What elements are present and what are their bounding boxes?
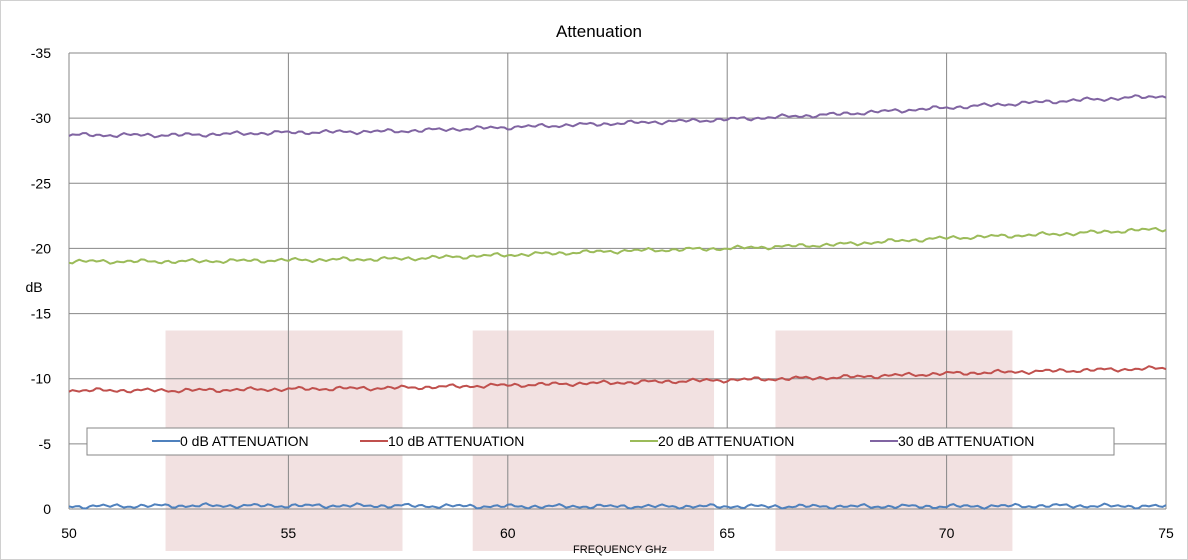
x-tick-label-2: 60 xyxy=(500,525,516,541)
chart-title: Attenuation xyxy=(556,22,642,41)
y-tick-label-0: 0 xyxy=(43,501,51,517)
legend-box xyxy=(86,427,1115,456)
x-tick-label-0: 50 xyxy=(61,525,77,541)
grid xyxy=(68,52,1167,510)
x-tick-label-4: 70 xyxy=(939,525,955,541)
legend-label-30db: 30 dB ATTENUATION xyxy=(898,433,1034,449)
legend: 0 dB ATTENUATION 10 dB ATTENUATION 20 dB A… xyxy=(86,427,1115,456)
series-line-30db xyxy=(68,94,1167,139)
legend-label-0db: 0 dB ATTENUATION xyxy=(180,433,309,449)
y-tick-label-5: -25 xyxy=(31,175,51,191)
y-axis-label: dB xyxy=(25,279,42,295)
series-line-10db xyxy=(68,365,1167,394)
y-tick-label-4: -20 xyxy=(31,240,51,256)
series-line-0db xyxy=(68,502,1167,510)
y-tick-label-7: -35 xyxy=(31,45,51,61)
y-tick-label-6: -30 xyxy=(31,110,51,126)
series-line-20db xyxy=(68,227,1167,265)
series-lines xyxy=(68,94,1167,510)
y-tick-label-3: -15 xyxy=(31,306,51,322)
y-tick-label-2: -10 xyxy=(31,371,51,387)
x-axis-label: FREQUENCY GHz xyxy=(573,544,667,556)
x-tick-label-1: 55 xyxy=(281,525,297,541)
legend-label-10db: 10 dB ATTENUATION xyxy=(388,433,524,449)
legend-label-20db: 20 dB ATTENUATION xyxy=(658,433,794,449)
y-tick-label-1: -5 xyxy=(39,436,52,452)
x-tick-label-5: 75 xyxy=(1158,525,1174,541)
tick-labels: 0 -5 -10 -15 -20 -25 -30 -35 50 55 60 65 70 75 xyxy=(31,45,1174,541)
x-tick-label-3: 65 xyxy=(719,525,735,541)
